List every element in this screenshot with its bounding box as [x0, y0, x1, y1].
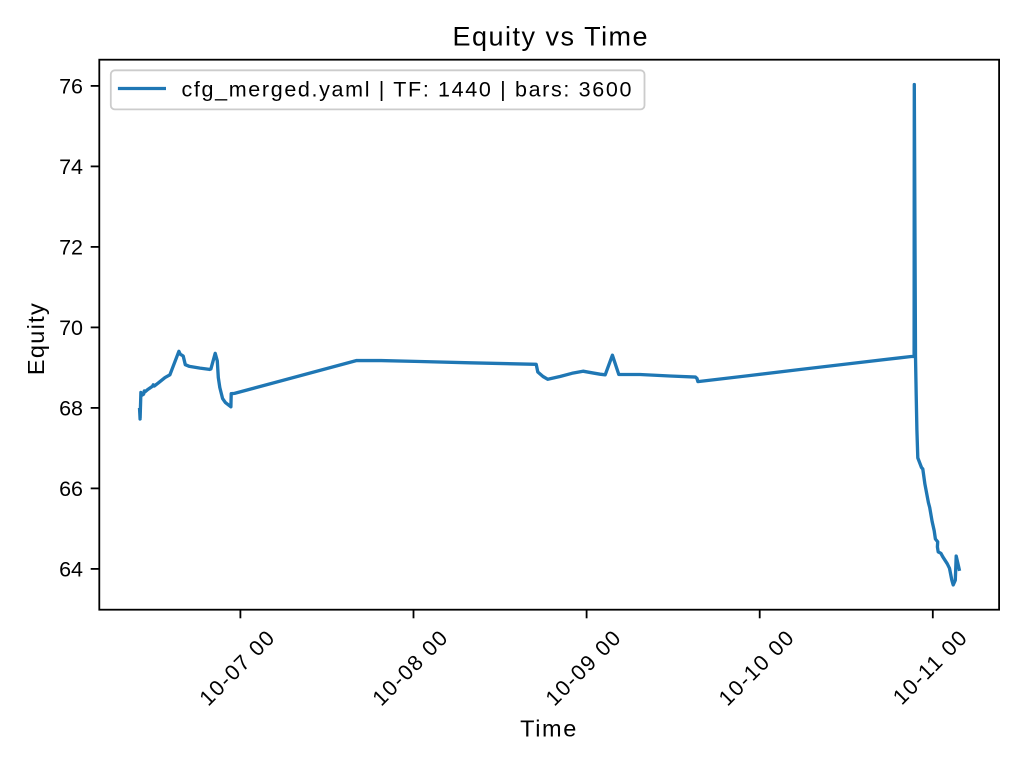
svg-text:Time: Time	[520, 716, 578, 742]
svg-text:68: 68	[59, 396, 83, 420]
svg-text:64: 64	[59, 557, 83, 581]
svg-text:76: 76	[59, 74, 83, 98]
svg-text:cfg_merged.yaml | TF: 1440 | b: cfg_merged.yaml | TF: 1440 | bars: 3600	[182, 77, 634, 101]
svg-text:70: 70	[59, 316, 83, 340]
svg-text:66: 66	[59, 477, 83, 501]
svg-text:72: 72	[59, 235, 83, 259]
svg-text:Equity vs Time: Equity vs Time	[453, 22, 650, 52]
svg-text:74: 74	[59, 155, 83, 179]
svg-text:Equity: Equity	[23, 302, 49, 375]
